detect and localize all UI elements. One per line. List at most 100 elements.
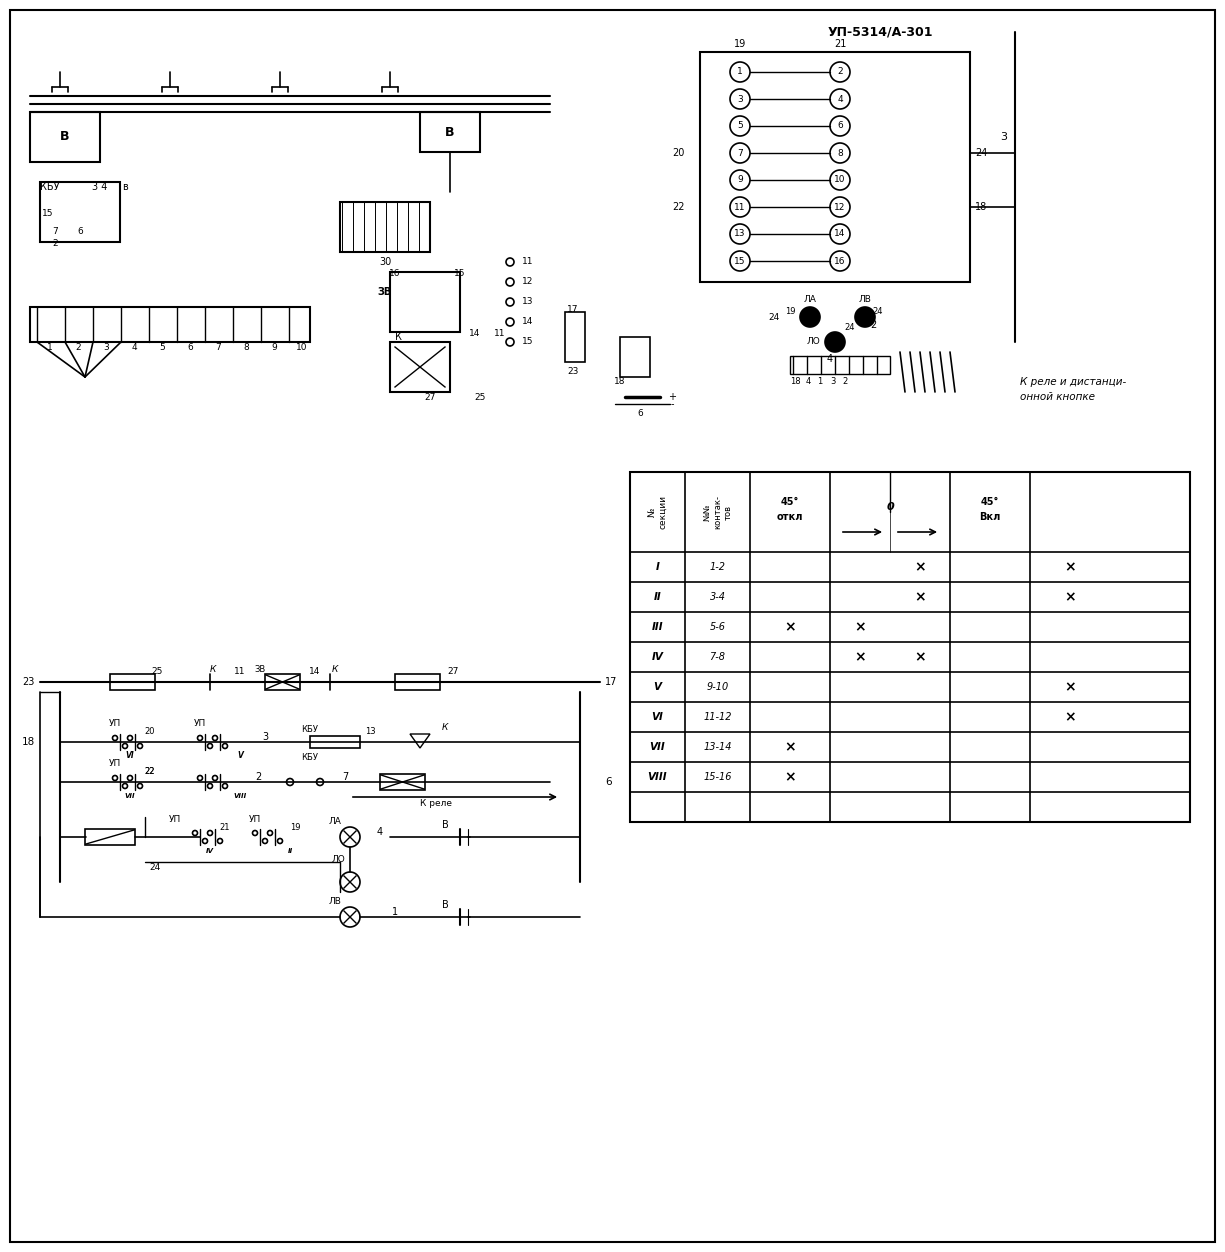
Text: ×: × xyxy=(1065,710,1076,724)
Circle shape xyxy=(212,735,218,740)
Text: 11: 11 xyxy=(522,258,534,267)
Text: 1: 1 xyxy=(817,378,823,387)
Text: 7: 7 xyxy=(53,228,58,237)
Text: 5-6: 5-6 xyxy=(709,622,725,632)
Circle shape xyxy=(207,744,212,749)
Text: V: V xyxy=(238,751,243,760)
Text: 15: 15 xyxy=(42,209,54,219)
Circle shape xyxy=(122,744,127,749)
Text: 27: 27 xyxy=(447,667,458,676)
Circle shape xyxy=(113,735,118,740)
Circle shape xyxy=(223,784,228,789)
Text: VIII: VIII xyxy=(234,793,246,799)
Circle shape xyxy=(218,839,223,844)
Circle shape xyxy=(730,143,750,163)
Text: ×: × xyxy=(914,650,926,664)
Text: 17: 17 xyxy=(605,677,617,687)
Text: 2: 2 xyxy=(255,772,261,782)
Text: 3: 3 xyxy=(737,94,742,104)
Circle shape xyxy=(113,775,118,780)
Circle shape xyxy=(730,197,750,217)
Text: 15: 15 xyxy=(454,269,466,278)
Text: 30: 30 xyxy=(379,257,391,267)
Text: 7: 7 xyxy=(216,343,220,352)
Circle shape xyxy=(137,784,142,789)
Text: онной кнопке: онной кнопке xyxy=(1020,392,1095,402)
Text: II: II xyxy=(288,848,293,854)
Bar xyxy=(310,736,360,747)
Circle shape xyxy=(506,318,514,326)
Text: 11: 11 xyxy=(234,667,246,676)
Text: 24: 24 xyxy=(845,323,855,332)
Text: 3: 3 xyxy=(103,343,109,352)
Text: ×: × xyxy=(784,740,796,754)
Text: ×: × xyxy=(914,590,926,603)
Bar xyxy=(620,337,650,377)
Text: В: В xyxy=(60,130,70,144)
Text: 14: 14 xyxy=(469,329,480,338)
Text: 3: 3 xyxy=(262,732,268,742)
Text: 6: 6 xyxy=(837,121,843,130)
Text: ЛО: ЛО xyxy=(331,855,345,864)
Text: ×: × xyxy=(914,560,926,573)
Text: 0: 0 xyxy=(886,502,894,512)
Text: 6: 6 xyxy=(637,409,643,418)
Text: 6: 6 xyxy=(77,228,83,237)
Circle shape xyxy=(831,63,850,81)
Text: 15-16: 15-16 xyxy=(703,772,731,782)
Text: ×: × xyxy=(1065,560,1076,573)
Text: 45°: 45° xyxy=(981,497,1000,507)
Text: В: В xyxy=(445,125,454,139)
Text: 2: 2 xyxy=(53,239,58,248)
Text: 3: 3 xyxy=(831,378,835,387)
Text: 4: 4 xyxy=(827,354,833,364)
Circle shape xyxy=(730,224,750,244)
Circle shape xyxy=(202,839,207,844)
Text: ЛА: ЛА xyxy=(804,294,816,303)
Text: 8: 8 xyxy=(243,343,249,352)
Text: 24: 24 xyxy=(872,308,883,317)
Bar xyxy=(29,307,310,342)
Text: 9: 9 xyxy=(737,175,742,184)
Text: Вкл: Вкл xyxy=(979,512,1001,522)
Text: ЛО: ЛО xyxy=(806,338,820,347)
Text: ×: × xyxy=(1065,590,1076,603)
Text: 8: 8 xyxy=(837,149,843,158)
Text: 24: 24 xyxy=(149,863,160,871)
Circle shape xyxy=(730,89,750,109)
Text: 4: 4 xyxy=(837,94,843,104)
Bar xyxy=(790,356,891,374)
Text: УП: УП xyxy=(109,720,121,729)
Text: УП-5314/А-301: УП-5314/А-301 xyxy=(827,25,932,39)
Circle shape xyxy=(207,830,212,835)
Text: 9: 9 xyxy=(271,343,277,352)
Bar xyxy=(630,472,1189,823)
Text: К: К xyxy=(394,332,402,342)
Text: +: + xyxy=(668,392,676,402)
Bar xyxy=(420,111,480,151)
Circle shape xyxy=(831,170,850,190)
Text: 2: 2 xyxy=(837,68,843,76)
Text: 7: 7 xyxy=(342,772,348,782)
Text: 4: 4 xyxy=(131,343,137,352)
Text: 5: 5 xyxy=(737,121,742,130)
Text: 1: 1 xyxy=(737,68,742,76)
Text: 45°: 45° xyxy=(780,497,799,507)
Text: ЛВ: ЛВ xyxy=(859,294,871,303)
Text: 11-12: 11-12 xyxy=(703,712,731,722)
Text: -: - xyxy=(670,399,674,409)
Text: IV: IV xyxy=(652,652,664,662)
Text: VI: VI xyxy=(126,751,135,760)
Circle shape xyxy=(506,338,514,346)
Circle shape xyxy=(197,775,202,780)
Text: 3 4: 3 4 xyxy=(92,182,108,192)
Circle shape xyxy=(137,744,142,749)
Text: 18: 18 xyxy=(22,737,36,747)
Text: 10: 10 xyxy=(296,343,307,352)
Circle shape xyxy=(831,89,850,109)
Text: откл: откл xyxy=(777,512,804,522)
Circle shape xyxy=(831,224,850,244)
Text: 3-4: 3-4 xyxy=(709,592,725,602)
Circle shape xyxy=(341,871,360,891)
Text: IV: IV xyxy=(206,848,214,854)
